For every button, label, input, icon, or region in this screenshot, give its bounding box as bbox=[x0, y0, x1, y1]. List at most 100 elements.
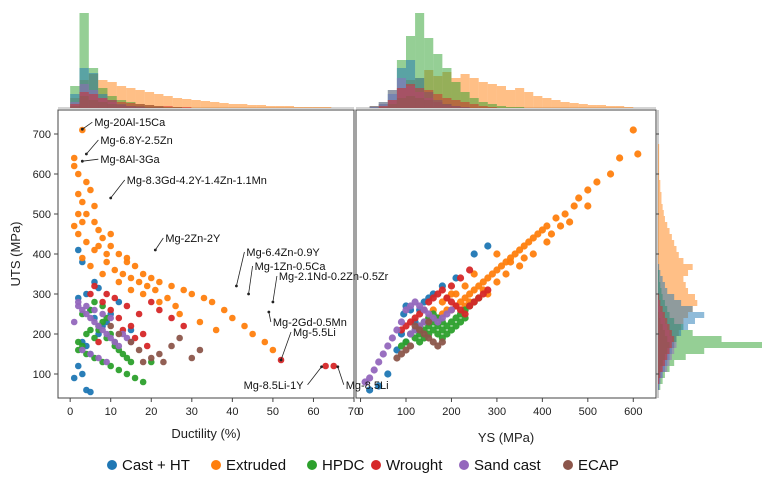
data-point bbox=[322, 362, 329, 370]
data-point bbox=[147, 274, 155, 282]
histogram-bar bbox=[533, 96, 543, 108]
legend-label: Wrought bbox=[386, 457, 443, 474]
data-point bbox=[135, 278, 143, 286]
data-point bbox=[103, 330, 110, 338]
data-point bbox=[99, 310, 106, 318]
histogram-bar bbox=[658, 318, 668, 324]
data-point bbox=[79, 198, 86, 206]
data-point bbox=[115, 366, 123, 374]
data-point bbox=[461, 282, 469, 290]
data-point bbox=[606, 170, 615, 178]
data-point bbox=[249, 330, 256, 338]
histogram-bar bbox=[658, 258, 684, 264]
histogram-bar bbox=[451, 106, 461, 108]
data-point bbox=[91, 282, 98, 290]
legend-label: Sand cast bbox=[474, 457, 542, 474]
histogram-bar bbox=[658, 204, 663, 210]
data-point bbox=[556, 222, 565, 230]
histogram-bar bbox=[658, 330, 665, 336]
histogram-bar bbox=[387, 90, 397, 108]
histogram-bar bbox=[506, 107, 516, 108]
data-point bbox=[584, 202, 592, 210]
x-tick-label: 30 bbox=[186, 406, 198, 418]
data-point bbox=[79, 306, 86, 314]
data-point bbox=[561, 210, 569, 218]
x-tick-label: 200 bbox=[442, 406, 460, 418]
histogram-bar bbox=[658, 348, 668, 354]
histogram-bar bbox=[116, 86, 127, 108]
histogram-bar bbox=[424, 38, 434, 108]
histogram-bar bbox=[658, 162, 660, 168]
data-point bbox=[107, 242, 115, 250]
data-point bbox=[143, 282, 151, 290]
histogram-bar bbox=[487, 107, 497, 108]
data-point bbox=[196, 318, 204, 326]
histogram-bar bbox=[658, 288, 668, 294]
histogram-bar bbox=[578, 104, 588, 108]
annotation-arrow bbox=[337, 366, 345, 385]
x-tick-label: 100 bbox=[397, 406, 415, 418]
data-point bbox=[111, 294, 119, 302]
data-point bbox=[119, 350, 127, 358]
data-point bbox=[220, 306, 228, 314]
histogram-bar bbox=[172, 98, 183, 108]
legend-swatch bbox=[107, 460, 117, 470]
data-point bbox=[361, 378, 369, 386]
histogram-bar bbox=[163, 106, 173, 108]
histogram-bar bbox=[496, 86, 506, 108]
data-point bbox=[493, 250, 501, 258]
histogram-bar bbox=[658, 318, 661, 324]
legend-label: Extruded bbox=[226, 457, 286, 474]
data-point bbox=[74, 298, 82, 306]
histogram-bar bbox=[587, 105, 597, 108]
data-point bbox=[438, 338, 446, 346]
histogram-bar bbox=[658, 174, 660, 180]
histogram-bar bbox=[624, 107, 634, 108]
histogram-bar bbox=[658, 270, 661, 276]
data-point bbox=[95, 242, 102, 250]
histogram-bar bbox=[506, 90, 516, 108]
histogram-bar bbox=[219, 103, 229, 108]
data-point bbox=[593, 178, 601, 186]
data-point bbox=[115, 330, 123, 338]
histogram-bar bbox=[658, 270, 689, 276]
data-point bbox=[127, 274, 135, 282]
histogram-bar bbox=[542, 98, 552, 108]
data-point bbox=[95, 322, 102, 330]
annotation-arrow bbox=[268, 311, 272, 323]
data-point bbox=[506, 258, 515, 266]
data-point bbox=[123, 258, 131, 266]
legend-swatch bbox=[307, 460, 317, 470]
data-point bbox=[79, 346, 86, 354]
x-tick-label: 0 bbox=[357, 406, 363, 418]
histogram-bar bbox=[415, 98, 425, 108]
histogram-bar bbox=[658, 156, 660, 162]
histogram-bar bbox=[658, 240, 675, 246]
data-point bbox=[393, 354, 401, 362]
histogram-bar bbox=[658, 312, 660, 318]
legend-label: HPDC bbox=[322, 457, 365, 474]
data-point bbox=[83, 178, 90, 186]
histogram-bar bbox=[658, 336, 722, 342]
data-point bbox=[466, 266, 474, 274]
histogram-bar bbox=[144, 107, 155, 108]
data-point bbox=[103, 358, 110, 366]
data-point bbox=[147, 298, 155, 306]
histogram-bar bbox=[460, 92, 470, 108]
data-point bbox=[131, 374, 139, 382]
annotation-arrowhead bbox=[80, 127, 84, 131]
histogram-bar bbox=[658, 348, 705, 354]
histogram-bar bbox=[460, 102, 470, 108]
data-point bbox=[131, 334, 139, 342]
histogram-bar bbox=[144, 105, 155, 108]
data-point bbox=[406, 342, 415, 350]
data-point bbox=[629, 126, 637, 134]
data-point bbox=[99, 298, 106, 306]
annotation-arrowhead bbox=[84, 152, 88, 156]
histogram-bar bbox=[658, 324, 663, 330]
annotation-arrow bbox=[86, 139, 99, 155]
data-point bbox=[91, 298, 98, 306]
histogram-bar bbox=[658, 300, 661, 306]
histogram-bar bbox=[658, 372, 660, 378]
